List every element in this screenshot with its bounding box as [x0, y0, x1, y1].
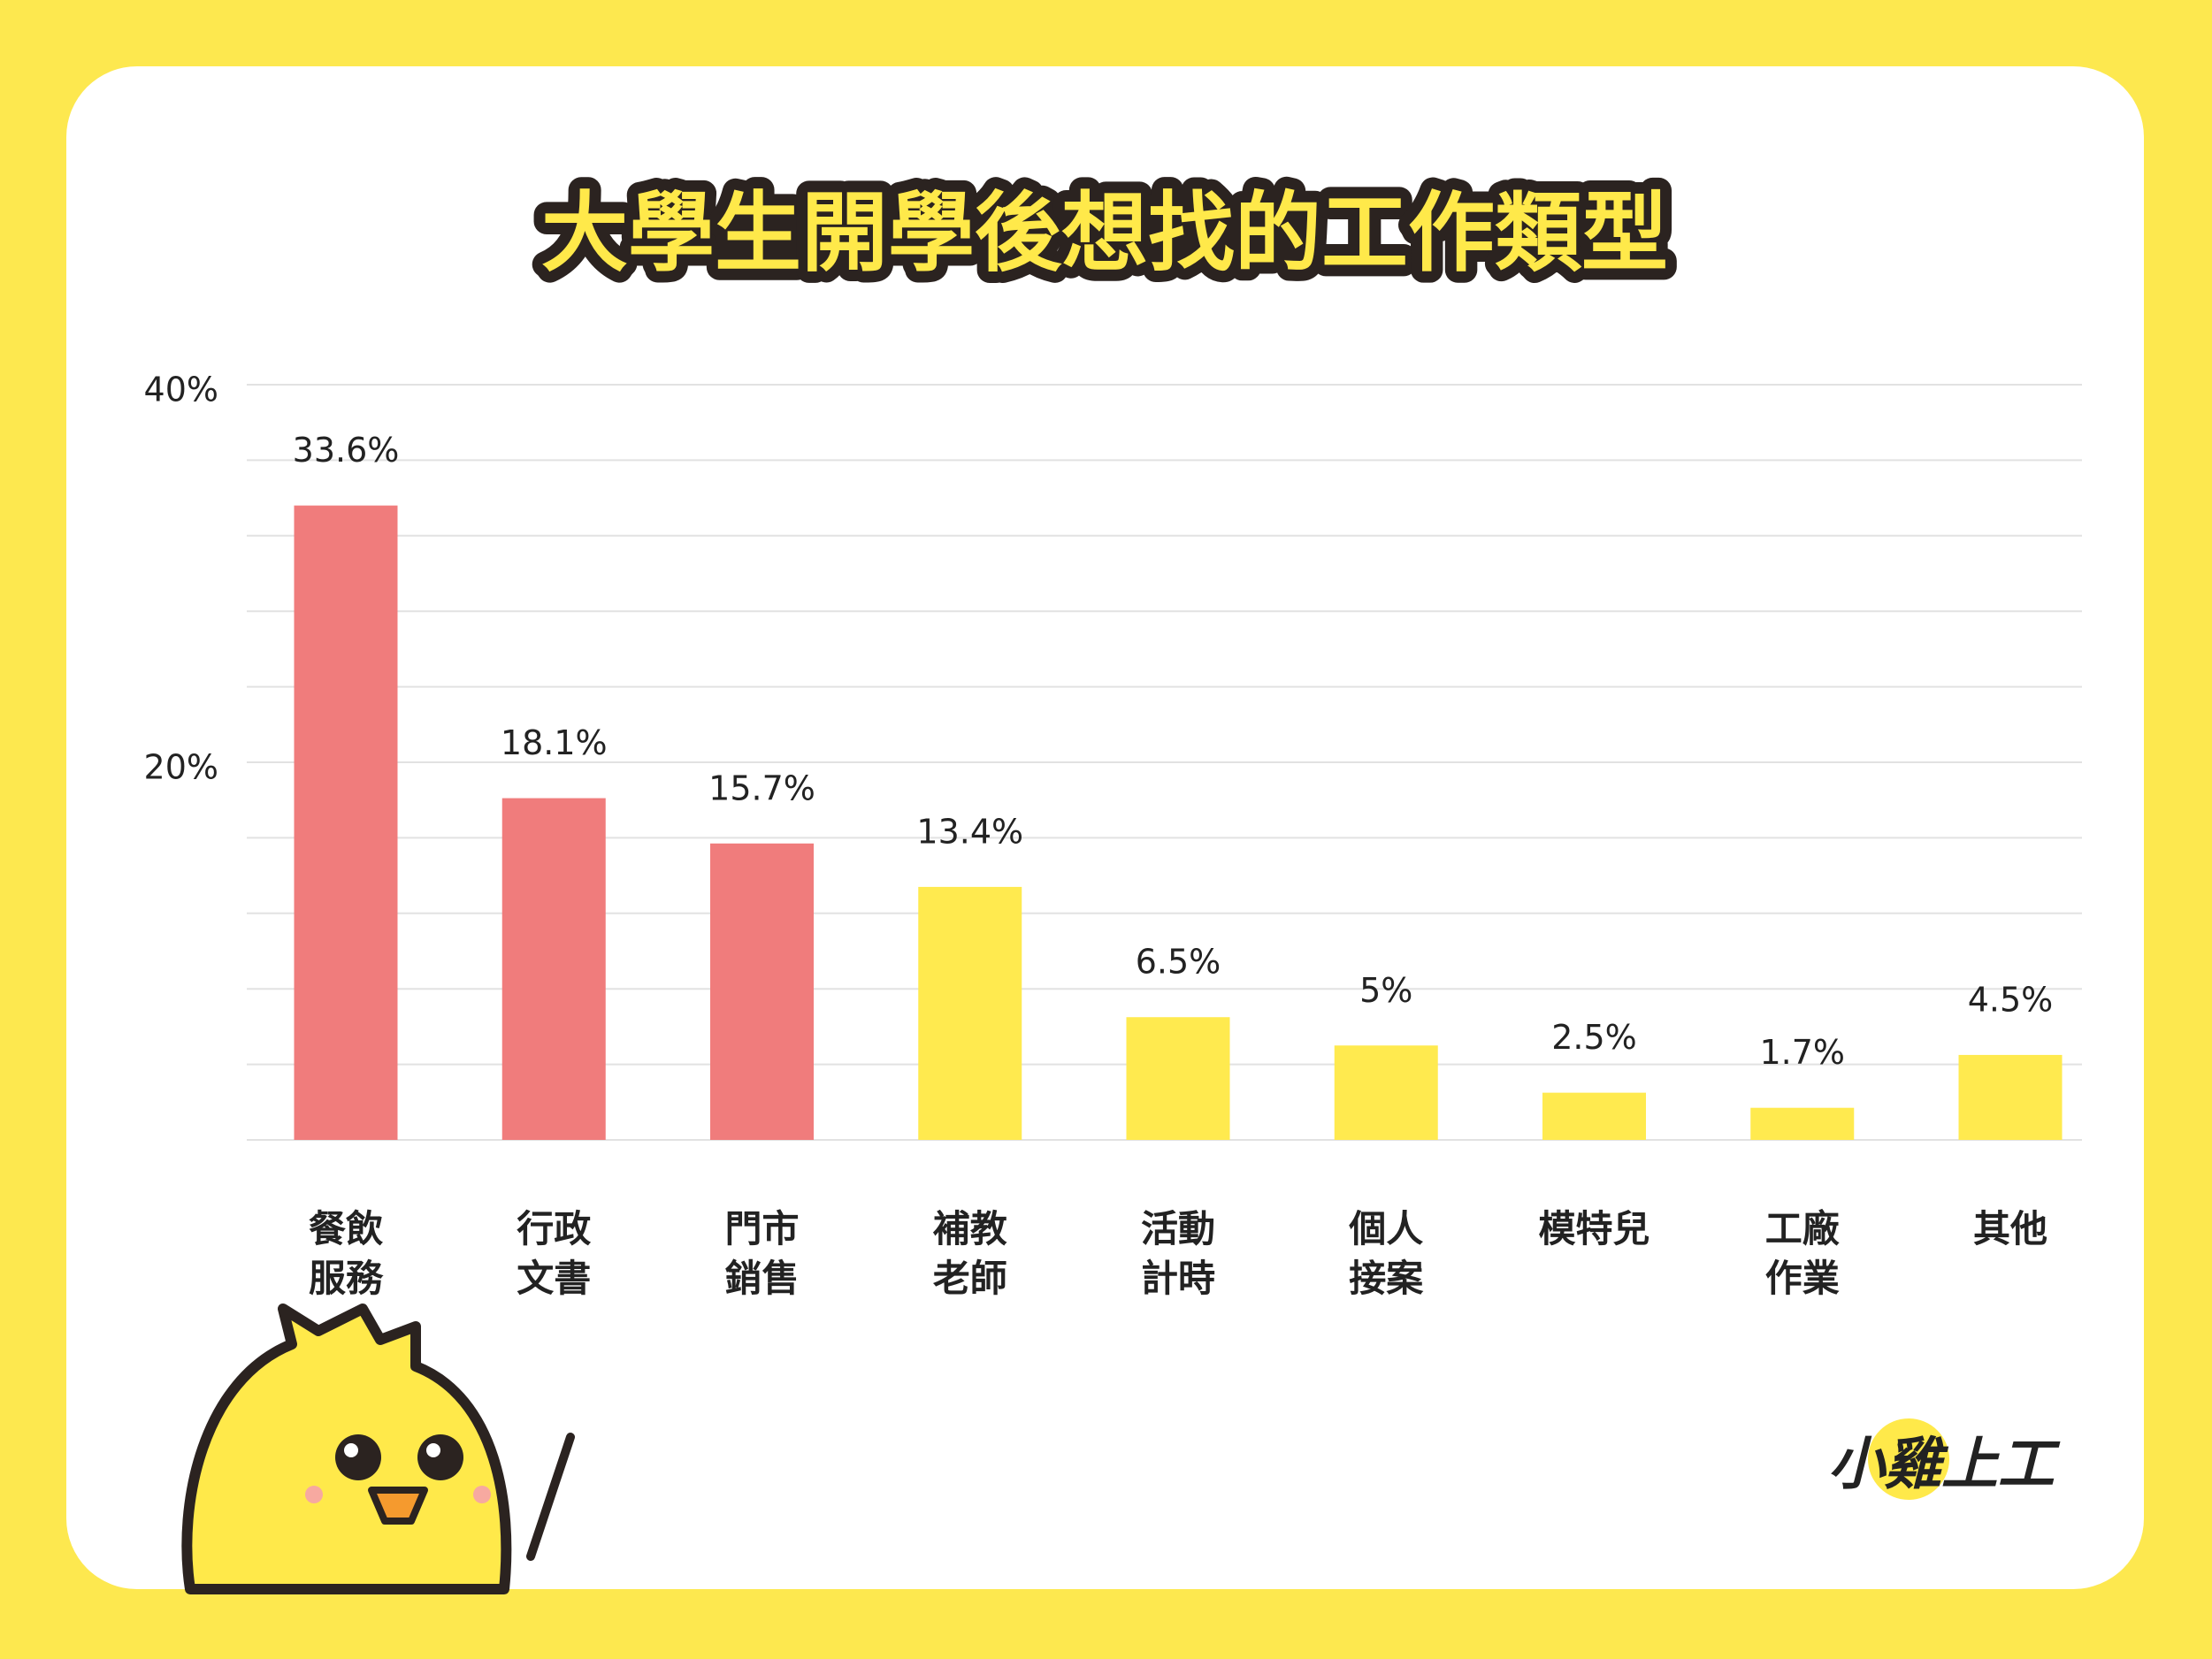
- x-tick-label: 補教 老師: [932, 1207, 1007, 1300]
- value-label: 4.5%: [1968, 980, 2054, 1019]
- bar: [1750, 1107, 1855, 1140]
- bar: [1334, 1045, 1438, 1140]
- x-tick-label: 活動 計時: [1140, 1207, 1215, 1300]
- y-tick-label: 40%: [144, 371, 218, 409]
- value-label: 15.7%: [708, 768, 815, 807]
- value-label: 13.4%: [916, 812, 1023, 851]
- bar: [294, 505, 398, 1140]
- bar: [1542, 1092, 1646, 1140]
- y-tick-label: 20%: [144, 748, 218, 787]
- bar: [1958, 1054, 2063, 1140]
- x-tick-label: 其他: [1972, 1207, 2047, 1250]
- bar: [501, 798, 606, 1140]
- plot: 20% 40% 33.6% 18.1% 15.7% 13.4% 6.5% 5% 2.5% 1.7%…: [144, 371, 2082, 1141]
- x-tick-label: 個人 接案: [1349, 1207, 1424, 1300]
- brand: 小雞上工: [1828, 1433, 2061, 1498]
- value-label: 33.6%: [293, 431, 400, 470]
- bar: [918, 886, 1022, 1140]
- value-label: 18.1%: [501, 723, 608, 762]
- x-tick-label: 模特兒: [1538, 1207, 1650, 1250]
- value-label: 5%: [1359, 971, 1412, 1010]
- bar: [710, 843, 814, 1140]
- brand-badge: [1868, 1418, 1949, 1500]
- chart-title: 大學生開學後想找的工作類型: [541, 183, 1668, 284]
- card: [66, 66, 2144, 1589]
- x-tick-label: 餐飲 服務: [308, 1207, 383, 1300]
- value-label: 2.5%: [1551, 1018, 1637, 1057]
- mascot: [181, 1304, 575, 1594]
- x-tick-label: 門市 銷售: [724, 1207, 800, 1300]
- x-tick-label: 工廠 作業: [1764, 1207, 1840, 1300]
- value-label: 6.5%: [1136, 943, 1221, 982]
- value-label: 1.7%: [1759, 1033, 1845, 1072]
- bar: [1126, 1017, 1230, 1140]
- x-tick-label: 行政 文書: [517, 1207, 592, 1300]
